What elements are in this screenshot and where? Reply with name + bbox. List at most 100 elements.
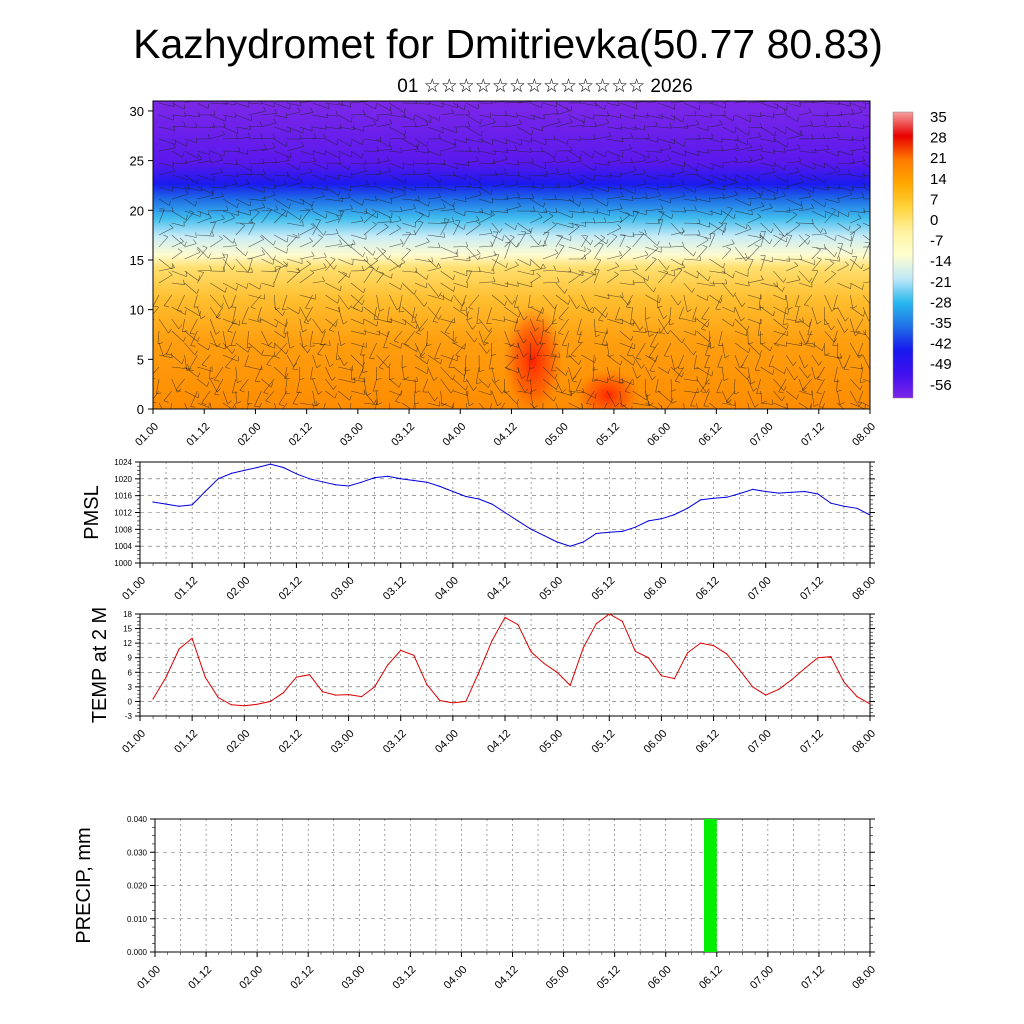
wind-barb [517,232,532,236]
wind-barb [235,270,253,273]
wind-barb-flag [643,179,647,185]
wind-barb [299,342,308,353]
wind-barb-flag [644,229,647,235]
wind-barb-flag [694,111,697,117]
wind-barb [376,246,389,260]
wind-barb-flag [400,284,402,290]
wind-barb-flag [639,326,644,331]
wind-barb-flag [657,306,663,308]
wind-barb [734,342,749,354]
wind-barb [453,174,466,180]
temp2m-point [400,649,402,652]
wind-barb [491,158,508,164]
temp2m-point [256,703,258,705]
wind-barb-flag [655,391,661,393]
wind-barb [555,270,571,273]
wind-barb [350,330,366,335]
wind-barb-flag [399,262,402,268]
wind-barb [785,402,789,409]
wind-barb-flag [647,133,650,139]
wind-barb-flag [412,405,415,409]
wind-barb-flag [593,175,595,181]
wind-barb [798,282,813,288]
wind-barb [747,390,756,408]
wind-barb [350,114,365,116]
wind-barb [440,174,455,177]
wind-barb [453,378,466,391]
wind-barb [606,186,622,190]
wind-barb [833,294,838,309]
wind-barb [325,233,339,236]
wind-barb [594,162,610,166]
wind-barb [536,306,544,321]
wind-barb [414,342,422,357]
wind-barb [657,306,664,319]
wind-barb [734,198,751,206]
cross-section-x-tick-label: 04.00 [440,421,468,449]
wind-barb [261,246,274,261]
wind-barb [184,354,188,371]
wind-barb [760,390,763,404]
wind-barb [677,354,685,369]
pmsl-point [530,528,532,530]
wind-barb [416,318,429,333]
pmsl-point [608,531,610,533]
wind-barb-flag [423,302,428,307]
wind-barb [350,138,363,145]
wind-barb [261,270,277,272]
wind-barb-flag [609,354,614,358]
wind-barb [645,246,662,253]
wind-barb-flag [732,273,735,279]
wind-barb-flag [754,244,760,247]
wind-barb-flag [594,357,596,363]
wind-barb [214,378,224,395]
wind-barb-flag [416,332,422,335]
wind-barb [786,390,797,400]
wind-barb [747,216,762,224]
wind-barb-flag [590,270,595,275]
pmsl-point [830,502,832,504]
wind-barb [414,294,425,307]
wind-barb-flag [530,227,533,233]
wind-barb-flag [350,204,353,210]
wind-barb [261,174,274,183]
wind-barb-flag [769,203,773,208]
wind-barb [536,342,544,356]
wind-barb [215,306,224,318]
wind-barb [158,208,165,224]
wind-barb-flag [451,216,455,222]
x-tick-label: 02.12 [277,575,305,603]
wind-barb [184,342,196,356]
wind-barb [453,282,468,288]
x-tick-label: 07.12 [798,728,826,756]
wind-barb [811,210,826,218]
wind-barb-flag [273,240,276,246]
x-tick-label: 02.12 [288,964,316,992]
wind-barb [619,234,635,238]
wind-barb-flag [476,382,482,384]
wind-barb [241,306,249,324]
wind-barb-flag [848,211,850,217]
wind-barb [862,222,870,227]
wind-barb-flag [796,394,799,400]
wind-barb [363,318,378,327]
wind-barb [261,138,275,140]
wind-barb [478,378,489,388]
wind-barb-flag [153,377,156,379]
wind-barb-flag [838,121,841,127]
wind-barb [632,390,647,401]
wind-barb-flag [786,105,788,111]
wind-barb-flag [465,241,469,247]
wind-barb-flag [619,204,623,209]
wind-barb [545,318,557,332]
wind-barb-flag [262,169,266,175]
wind-barb [274,174,289,177]
wind-barb-flag [453,201,455,207]
wind-barb [153,306,160,315]
pmsl-point [321,481,324,483]
wind-barb-flag [260,133,263,139]
wind-barb [837,113,854,116]
wind-barb-flag [800,177,804,183]
wind-barb [248,211,260,224]
wind-barb [261,354,276,357]
